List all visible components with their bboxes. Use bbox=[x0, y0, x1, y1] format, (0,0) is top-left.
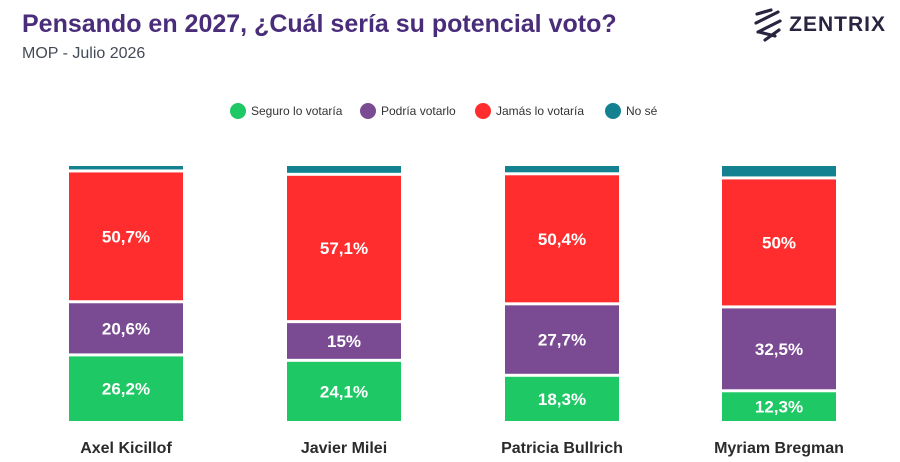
chart-bars: 26,2% 20,6% 50,7% 24,1% 15% 57,1% 18,3% 27,7% 50… bbox=[69, 166, 836, 421]
legend-swatch-podria-votarlo bbox=[360, 103, 376, 119]
bar-segment-myriam-bregman-podria-votarlo bbox=[722, 308, 836, 390]
data-label-javier-milei-jamas-lo-votaria: 57,1% bbox=[320, 239, 368, 258]
category-labels: Axel Kicillof Javier Milei Patricia Bullri… bbox=[80, 440, 844, 457]
bar-segment-javier-milei-seguro-lo-votaria bbox=[287, 361, 401, 421]
bar-segment-patricia-bullrich-no-se bbox=[505, 166, 619, 173]
legend-swatch-seguro-lo-votaria bbox=[230, 103, 246, 119]
bar-myriam-bregman: 12,3% 32,5% 50% bbox=[722, 166, 836, 421]
legend-label-seguro-lo-votaria: Seguro lo votaría bbox=[251, 104, 343, 118]
legend-swatch-jamas-lo-votaria bbox=[475, 103, 491, 119]
data-label-patricia-bullrich-seguro-lo-votaria: 18,3% bbox=[538, 390, 586, 409]
zentrix-logo-icon bbox=[754, 8, 782, 42]
chart-legend: Seguro lo votaría Podría votarlo Jamás lo … bbox=[230, 103, 658, 119]
brand-name: ZENTRIX bbox=[789, 13, 886, 36]
legend-swatch-no-se bbox=[605, 103, 621, 119]
data-label-javier-milei-podria-votarlo: 15% bbox=[327, 332, 361, 351]
bar-segment-axel-kicillof-jamas-lo-votaria bbox=[69, 172, 183, 301]
data-label-patricia-bullrich-jamas-lo-votaria: 50,4% bbox=[538, 230, 586, 249]
bar-segment-axel-kicillof-podria-votarlo bbox=[69, 303, 183, 354]
legend-item-no-se: No sé bbox=[605, 103, 658, 119]
data-label-axel-kicillof-jamas-lo-votaria: 50,7% bbox=[102, 227, 150, 246]
bar-segment-myriam-bregman-no-se bbox=[722, 166, 836, 177]
bar-patricia-bullrich: 18,3% 27,7% 50,4% bbox=[505, 166, 619, 421]
data-label-myriam-bregman-seguro-lo-votaria: 12,3% bbox=[755, 398, 803, 417]
data-label-myriam-bregman-jamas-lo-votaria: 50% bbox=[762, 233, 796, 252]
legend-item-seguro-lo-votaria: Seguro lo votaría bbox=[230, 103, 343, 119]
bar-segment-myriam-bregman-seguro-lo-votaria bbox=[722, 392, 836, 421]
bar-segment-patricia-bullrich-podria-votarlo bbox=[505, 305, 619, 374]
data-label-myriam-bregman-podria-votarlo: 32,5% bbox=[755, 340, 803, 359]
data-label-patricia-bullrich-podria-votarlo: 27,7% bbox=[538, 331, 586, 350]
category-label-axel-kicillof: Axel Kicillof bbox=[80, 440, 172, 457]
data-label-axel-kicillof-podria-votarlo: 20,6% bbox=[102, 319, 150, 338]
legend-label-podria-votarlo: Podría votarlo bbox=[381, 104, 456, 118]
bar-segment-axel-kicillof-no-se bbox=[69, 166, 183, 170]
data-label-javier-milei-seguro-lo-votaria: 24,1% bbox=[320, 382, 368, 401]
brand-logo: ZENTRIX bbox=[753, 8, 886, 42]
bar-segment-javier-milei-jamas-lo-votaria bbox=[287, 175, 401, 321]
legend-item-jamas-lo-votaria: Jamás lo votaría bbox=[475, 103, 584, 119]
legend-label-jamas-lo-votaria: Jamás lo votaría bbox=[496, 104, 584, 118]
legend-item-podria-votarlo: Podría votarlo bbox=[360, 103, 456, 119]
bar-segment-axel-kicillof-seguro-lo-votaria bbox=[69, 356, 183, 421]
chart-subtitle: MOP - Julio 2026 bbox=[22, 45, 146, 62]
legend-label-no-se: No sé bbox=[626, 104, 658, 118]
bar-segment-patricia-bullrich-seguro-lo-votaria bbox=[505, 376, 619, 421]
bar-segment-patricia-bullrich-jamas-lo-votaria bbox=[505, 175, 619, 303]
bar-axel-kicillof: 26,2% 20,6% 50,7% bbox=[69, 166, 183, 421]
category-label-myriam-bregman: Myriam Bregman bbox=[714, 440, 844, 457]
bar-segment-javier-milei-no-se bbox=[287, 166, 401, 173]
data-label-axel-kicillof-seguro-lo-votaria: 26,2% bbox=[102, 380, 150, 399]
category-label-javier-milei: Javier Milei bbox=[301, 440, 387, 457]
chart-title: Pensando en 2027, ¿Cuál sería su potenci… bbox=[22, 10, 617, 38]
bar-segment-myriam-bregman-jamas-lo-votaria bbox=[722, 179, 836, 306]
bar-javier-milei: 24,1% 15% 57,1% bbox=[287, 166, 401, 421]
category-label-patricia-bullrich: Patricia Bullrich bbox=[501, 440, 623, 457]
bar-segment-javier-milei-podria-votarlo bbox=[287, 323, 401, 359]
